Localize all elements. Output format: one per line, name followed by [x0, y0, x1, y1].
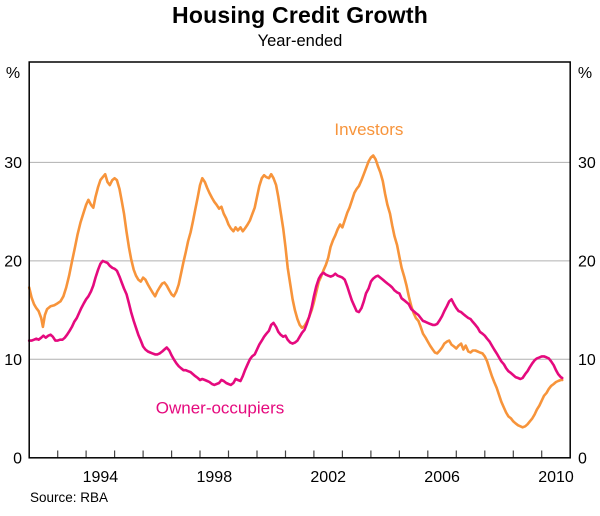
- series-lines: [27, 154, 564, 429]
- y-axis-label-left-0: 0: [13, 450, 22, 467]
- plot-frame: [28, 61, 571, 459]
- y-axis-label-left-20: 20: [4, 253, 22, 270]
- y-axis-label-left-10: 10: [4, 352, 22, 369]
- y-axis-label-left-30: 30: [4, 155, 22, 172]
- gridlines: [29, 161, 571, 360]
- y-axis-labels: 0 0 10 10 20 20 30 30: [4, 155, 596, 467]
- series-line-owner-occupiers: [27, 259, 564, 387]
- chart-title: Housing Credit Growth: [172, 2, 428, 28]
- y-axis-label-right-10: 10: [578, 352, 596, 369]
- y-axis-label-right-30: 30: [578, 155, 596, 172]
- y-axis-label-right-20: 20: [578, 253, 596, 270]
- x-axis-labels: 1994 1998 2002 2006 2010: [83, 469, 574, 486]
- x-axis-label-2002: 2002: [310, 469, 346, 486]
- y-axis-label-right-0: 0: [578, 450, 587, 467]
- x-axis-label-2006: 2006: [424, 469, 460, 486]
- x-axis-label-2010: 2010: [538, 469, 574, 486]
- series-label-investors: Investors: [334, 120, 403, 139]
- x-axis-label-1994: 1994: [83, 469, 119, 486]
- series-line-investors: [27, 154, 564, 429]
- y-unit-label-left: %: [6, 65, 20, 82]
- source-note: Source: RBA: [30, 490, 109, 505]
- series-label-owner-occupiers: Owner-occupiers: [156, 399, 285, 418]
- chart-subtitle: Year-ended: [257, 32, 343, 50]
- x-axis-label-1998: 1998: [197, 469, 233, 486]
- x-axis-ticks: [57, 450, 543, 458]
- y-unit-label-right: %: [578, 65, 592, 82]
